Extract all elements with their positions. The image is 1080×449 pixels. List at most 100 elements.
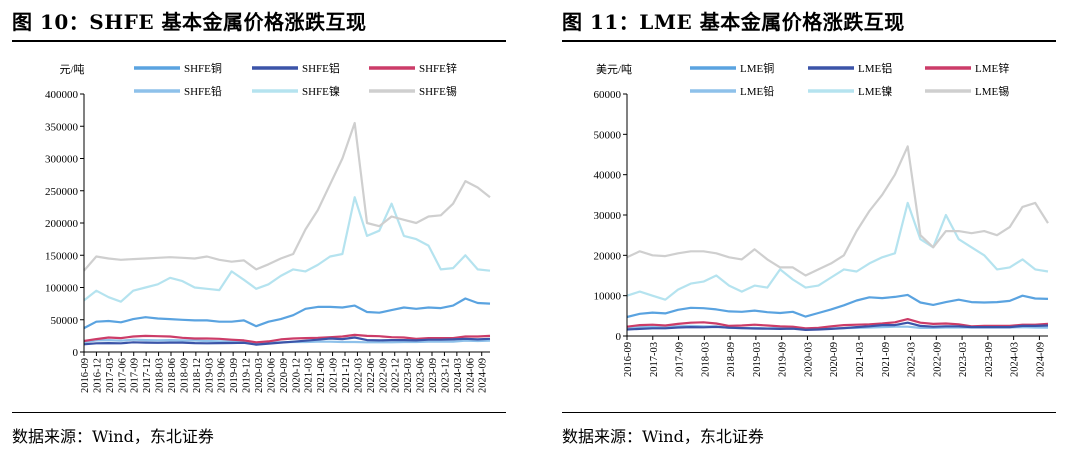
x-tick-label: 2022-09 [932, 342, 943, 377]
y-tick-label: 200000 [45, 218, 79, 230]
x-tick-label: 2020-03 [254, 358, 265, 393]
legend-label: LME铝 [858, 61, 892, 75]
series-line [83, 297, 491, 330]
series-line [626, 293, 1049, 319]
x-tick-label: 2017-09 [675, 342, 686, 377]
x-tick-label: 2019-03 [204, 358, 215, 393]
x-tick-label: 2024-06 [465, 358, 476, 393]
y-tick-label: 50000 [51, 315, 79, 327]
y-tick-label: 20000 [594, 250, 622, 262]
y-tick-label: 300000 [45, 154, 79, 166]
x-tick-label: 2016-09 [80, 358, 91, 393]
x-tick-label: 2021-09 [881, 342, 892, 377]
x-tick-label: 2022-06 [366, 358, 377, 393]
figure-title: 图 11：LME 基本金属价格涨跌互现 [562, 10, 905, 34]
x-tick-label: 2017-09 [130, 358, 141, 393]
x-tick-label: 2017-03 [649, 342, 660, 377]
chart-panel-shfe: 图 10：SHFE 基本金属价格涨跌互现 元/吨 SHFE铜 SHFE铝 SHFE锌 S… [12, 0, 532, 449]
x-tick-label: 2021-12 [341, 358, 352, 393]
y-axis-unit-label: 美元/吨 [596, 63, 632, 76]
title-rule [12, 40, 506, 42]
series-line [626, 201, 1049, 301]
y-axis-unit-label: 元/吨 [59, 63, 84, 76]
x-tick-label: 2016-09 [623, 342, 634, 377]
line-chart-shfe: 元/吨 SHFE铜 SHFE铝 SHFE锌 SHFE铅 SHFE镍 SHFE锡 400000 3… [45, 61, 491, 393]
source-note: 数据来源：Wind，东北证券 [562, 427, 764, 446]
y-tick-label: 60000 [594, 89, 622, 101]
x-tick-label: 2024-03 [453, 358, 464, 393]
legend-label: LME铅 [740, 84, 774, 98]
x-tick-label: 2018-09 [726, 342, 737, 377]
x-tick-label: 2017-03 [105, 358, 116, 393]
source-rule [12, 412, 506, 413]
legend-label: SHFE镍 [302, 84, 340, 98]
x-tick-label: 2022-03 [353, 358, 364, 393]
legend-label: SHFE锡 [419, 84, 457, 98]
x-tick-label: 2020-03 [803, 342, 814, 377]
y-tick-label: 0 [616, 331, 622, 343]
legend-label: SHFE铅 [184, 84, 222, 98]
y-tick-label: 50000 [594, 129, 622, 141]
legend-label: SHFE锌 [419, 61, 457, 75]
x-tick-label: 2019-09 [778, 342, 789, 377]
series-line [83, 121, 491, 272]
x-tick-label: 2017-06 [117, 358, 128, 393]
x-tick-label: 2023-03 [958, 342, 969, 377]
x-tick-label: 2019-03 [752, 342, 763, 377]
x-tick-label: 2020-09 [279, 358, 290, 393]
source-rule [562, 412, 1056, 413]
x-tick-label: 2022-03 [907, 342, 918, 377]
x-tick-label: 2017-12 [142, 358, 153, 393]
x-tick-label: 2023-09 [428, 358, 439, 393]
y-tick-label: 250000 [45, 186, 79, 198]
x-tick-label: 2018-06 [167, 358, 178, 393]
x-tick-label: 2019-12 [242, 358, 253, 393]
x-tick-label: 2018-03 [155, 358, 166, 393]
x-tick-label: 2020-12 [291, 358, 302, 393]
x-tick-label: 2019-09 [229, 358, 240, 393]
y-tick-label: 400000 [45, 89, 79, 101]
series-line [83, 333, 491, 344]
line-chart-lme: 美元/吨 LME铜 LME铝 LME锌 LME铅 LME镍 LME锡 60000 50000 40… [594, 61, 1049, 377]
x-tick-label: 2019-06 [217, 358, 228, 393]
figure-title: 图 10：SHFE 基本金属价格涨跌互现 [12, 10, 367, 34]
legend-label: LME镍 [858, 84, 892, 98]
source-note: 数据来源：Wind，东北证券 [12, 427, 214, 446]
legend-label: LME铜 [740, 61, 774, 75]
series-line [83, 336, 491, 346]
y-tick-label: 350000 [45, 121, 79, 133]
x-tick-label: 2021-09 [329, 358, 340, 393]
legend-label: SHFE铝 [302, 61, 340, 75]
x-tick-label: 2024-09 [1035, 342, 1046, 377]
y-tick-label: 150000 [45, 250, 79, 262]
x-tick-label: 2023-03 [403, 358, 414, 393]
y-tick-label: 30000 [594, 210, 622, 222]
y-tick-label: 100000 [45, 283, 79, 295]
y-tick-label: 0 [73, 347, 79, 359]
x-tick-label: 2018-09 [179, 358, 190, 393]
series-line [83, 196, 491, 303]
x-tick-label: 2021-03 [304, 358, 315, 393]
x-tick-label: 2020-09 [829, 342, 840, 377]
x-tick-label: 2020-06 [266, 358, 277, 393]
x-tick-label: 2022-12 [391, 358, 402, 393]
x-tick-label: 2021-06 [316, 358, 327, 393]
chart-panel-lme: 图 11：LME 基本金属价格涨跌互现 美元/吨 LME铜 LME铝 LME锌 LME铅… [562, 0, 1080, 449]
series-line [626, 145, 1049, 277]
series-line [626, 321, 1049, 331]
legend-label: LME锌 [975, 61, 1009, 75]
legend-label: SHFE铜 [184, 61, 222, 75]
x-tick-label: 2021-03 [855, 342, 866, 377]
y-tick-label: 40000 [594, 170, 622, 182]
x-tick-label: 2024-03 [1010, 342, 1021, 377]
x-tick-label: 2018-03 [700, 342, 711, 377]
x-tick-label: 2023-09 [984, 342, 995, 377]
x-tick-label: 2023-12 [440, 358, 451, 393]
x-tick-label: 2022-09 [378, 358, 389, 393]
x-tick-label: 2016-12 [92, 358, 103, 393]
x-tick-label: 2023-06 [416, 358, 427, 393]
title-rule [562, 40, 1056, 42]
x-tick-label: 2018-12 [192, 358, 203, 393]
y-tick-label: 10000 [594, 291, 622, 303]
x-tick-label: 2024-09 [478, 358, 489, 393]
